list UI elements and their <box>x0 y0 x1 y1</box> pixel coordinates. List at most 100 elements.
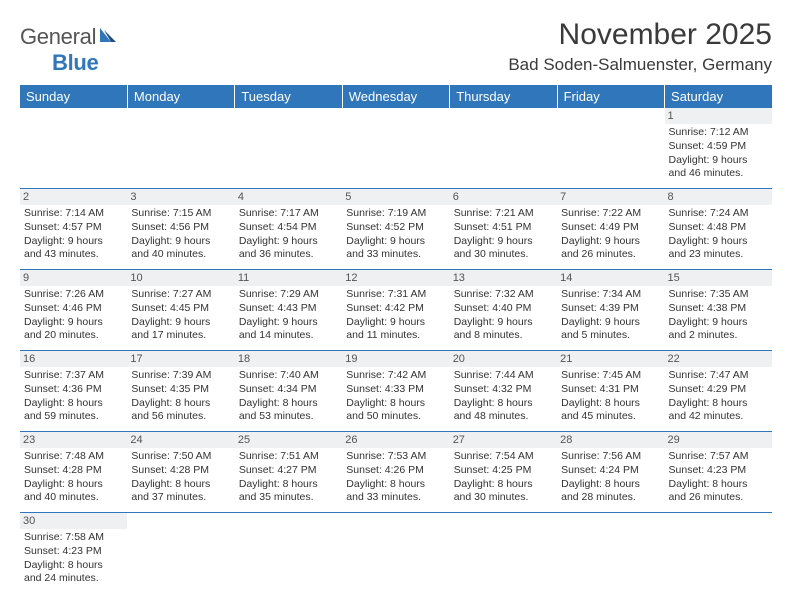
day-line-sunrise: Sunrise: 7:29 AM <box>239 288 338 302</box>
calendar-cell <box>557 513 664 594</box>
day-line-daylight1: Daylight: 8 hours <box>131 397 230 411</box>
day-line-daylight2: and 26 minutes. <box>561 248 660 262</box>
day-line-daylight2: and 48 minutes. <box>454 410 553 424</box>
day-number: 28 <box>557 432 664 448</box>
day-details: Sunrise: 7:45 AMSunset: 4:31 PMDaylight:… <box>561 369 660 424</box>
day-line-sunrise: Sunrise: 7:54 AM <box>454 450 553 464</box>
day-line-daylight1: Daylight: 8 hours <box>239 397 338 411</box>
calendar-cell: 28 Sunrise: 7:56 AMSunset: 4:24 PMDayligh… <box>557 432 664 513</box>
day-details: Sunrise: 7:51 AMSunset: 4:27 PMDaylight:… <box>239 450 338 505</box>
day-line-daylight2: and 40 minutes. <box>131 248 230 262</box>
day-number: 12 <box>342 270 449 286</box>
day-details: Sunrise: 7:22 AMSunset: 4:49 PMDaylight:… <box>561 207 660 262</box>
day-line-daylight1: Daylight: 8 hours <box>561 397 660 411</box>
day-line-sunset: Sunset: 4:29 PM <box>669 383 768 397</box>
logo: General Blue <box>20 24 118 76</box>
day-line-daylight1: Daylight: 8 hours <box>669 397 768 411</box>
calendar-week-row: 30Sunrise: 7:58 AMSunset: 4:23 PMDayligh… <box>20 513 772 594</box>
calendar-cell: 10Sunrise: 7:27 AMSunset: 4:45 PMDayligh… <box>127 270 234 351</box>
calendar-cell: 4Sunrise: 7:17 AMSunset: 4:54 PMDaylight… <box>235 189 342 270</box>
day-line-daylight1: Daylight: 8 hours <box>24 397 123 411</box>
calendar-cell: 9Sunrise: 7:26 AMSunset: 4:46 PMDaylight… <box>20 270 127 351</box>
day-details: Sunrise: 7:50 AMSunset: 4:28 PMDaylight:… <box>131 450 230 505</box>
calendar-cell: 26Sunrise: 7:53 AMSunset: 4:26 PMDayligh… <box>342 432 449 513</box>
calendar-cell: 30Sunrise: 7:58 AMSunset: 4:23 PMDayligh… <box>20 513 127 594</box>
day-line-sunrise: Sunrise: 7:47 AM <box>669 369 768 383</box>
day-line-sunset: Sunset: 4:42 PM <box>346 302 445 316</box>
day-line-daylight1: Daylight: 9 hours <box>24 316 123 330</box>
day-line-daylight2: and 50 minutes. <box>346 410 445 424</box>
day-line-sunrise: Sunrise: 7:15 AM <box>131 207 230 221</box>
calendar-week-row: 16Sunrise: 7:37 AMSunset: 4:36 PMDayligh… <box>20 351 772 432</box>
calendar-cell: 22 Sunrise: 7:47 AMSunset: 4:29 PMDayligh… <box>665 351 772 432</box>
day-number: 23 <box>20 432 127 448</box>
day-line-daylight2: and 20 minutes. <box>24 329 123 343</box>
day-line-daylight1: Daylight: 8 hours <box>131 478 230 492</box>
day-line-sunset: Sunset: 4:34 PM <box>239 383 338 397</box>
day-number: 22 <box>665 351 772 367</box>
calendar-cell <box>235 513 342 594</box>
day-line-daylight1: Daylight: 9 hours <box>561 235 660 249</box>
day-line-daylight1: Daylight: 9 hours <box>24 235 123 249</box>
calendar-body: 1Sunrise: 7:12 AMSunset: 4:59 PMDaylight… <box>20 108 772 593</box>
calendar-cell: 19 Sunrise: 7:42 AMSunset: 4:33 PMDayligh… <box>342 351 449 432</box>
day-line-daylight1: Daylight: 9 hours <box>346 316 445 330</box>
calendar-cell <box>557 108 664 189</box>
day-details: Sunrise: 7:39 AMSunset: 4:35 PMDaylight:… <box>131 369 230 424</box>
day-details: Sunrise: 7:54 AMSunset: 4:25 PMDaylight:… <box>454 450 553 505</box>
day-line-sunset: Sunset: 4:31 PM <box>561 383 660 397</box>
col-header-thursday: Thursday <box>450 85 557 108</box>
day-line-daylight1: Daylight: 8 hours <box>454 478 553 492</box>
day-line-daylight2: and 23 minutes. <box>669 248 768 262</box>
day-line-sunrise: Sunrise: 7:14 AM <box>24 207 123 221</box>
day-number: 16 <box>20 351 127 367</box>
logo-sail-icon <box>98 24 118 50</box>
col-header-wednesday: Wednesday <box>342 85 449 108</box>
calendar-cell: 20Sunrise: 7:44 AMSunset: 4:32 PMDayligh… <box>450 351 557 432</box>
day-line-sunrise: Sunrise: 7:26 AM <box>24 288 123 302</box>
calendar-cell: 2Sunrise: 7:14 AMSunset: 4:57 PMDaylight… <box>20 189 127 270</box>
calendar-cell: 11Sunrise: 7:29 AMSunset: 4:43 PMDayligh… <box>235 270 342 351</box>
day-line-daylight2: and 35 minutes. <box>239 491 338 505</box>
day-details: Sunrise: 7:35 AMSunset: 4:38 PMDaylight:… <box>669 288 768 343</box>
day-line-sunset: Sunset: 4:40 PM <box>454 302 553 316</box>
calendar-cell: 25Sunrise: 7:51 AMSunset: 4:27 PMDayligh… <box>235 432 342 513</box>
logo-text: General Blue <box>20 24 118 76</box>
day-line-daylight2: and 8 minutes. <box>454 329 553 343</box>
day-number: 20 <box>450 351 557 367</box>
calendar-table: SundayMondayTuesdayWednesdayThursdayFrid… <box>20 85 772 593</box>
day-line-sunrise: Sunrise: 7:12 AM <box>669 126 768 140</box>
day-line-daylight2: and 59 minutes. <box>24 410 123 424</box>
calendar-cell: 3Sunrise: 7:15 AMSunset: 4:56 PMDaylight… <box>127 189 234 270</box>
day-line-daylight2: and 40 minutes. <box>24 491 123 505</box>
calendar-cell <box>127 108 234 189</box>
day-line-sunrise: Sunrise: 7:51 AM <box>239 450 338 464</box>
day-number: 27 <box>450 432 557 448</box>
day-line-daylight2: and 45 minutes. <box>561 410 660 424</box>
day-line-sunrise: Sunrise: 7:32 AM <box>454 288 553 302</box>
day-details: Sunrise: 7:56 AMSunset: 4:24 PMDaylight:… <box>561 450 660 505</box>
day-details: Sunrise: 7:29 AMSunset: 4:43 PMDaylight:… <box>239 288 338 343</box>
day-line-daylight2: and 11 minutes. <box>346 329 445 343</box>
col-header-tuesday: Tuesday <box>235 85 342 108</box>
calendar-cell: 16Sunrise: 7:37 AMSunset: 4:36 PMDayligh… <box>20 351 127 432</box>
day-line-daylight1: Daylight: 9 hours <box>346 235 445 249</box>
page: General Blue November 2025 Bad Soden-Sal… <box>0 0 792 612</box>
day-line-sunset: Sunset: 4:54 PM <box>239 221 338 235</box>
col-header-monday: Monday <box>127 85 234 108</box>
day-line-sunset: Sunset: 4:28 PM <box>24 464 123 478</box>
day-details: Sunrise: 7:42 AMSunset: 4:33 PMDaylight:… <box>346 369 445 424</box>
day-line-sunrise: Sunrise: 7:50 AM <box>131 450 230 464</box>
day-line-daylight2: and 30 minutes. <box>454 248 553 262</box>
day-line-daylight1: Daylight: 8 hours <box>24 478 123 492</box>
day-number: 19 <box>342 351 449 367</box>
day-line-sunset: Sunset: 4:23 PM <box>669 464 768 478</box>
day-line-daylight1: Daylight: 8 hours <box>346 478 445 492</box>
day-line-sunrise: Sunrise: 7:40 AM <box>239 369 338 383</box>
calendar-cell <box>235 108 342 189</box>
calendar-cell: 29Sunrise: 7:57 AMSunset: 4:23 PMDayligh… <box>665 432 772 513</box>
day-number: 3 <box>127 189 234 205</box>
day-number: 2 <box>20 189 127 205</box>
day-line-daylight1: Daylight: 9 hours <box>239 316 338 330</box>
day-line-daylight1: Daylight: 8 hours <box>346 397 445 411</box>
